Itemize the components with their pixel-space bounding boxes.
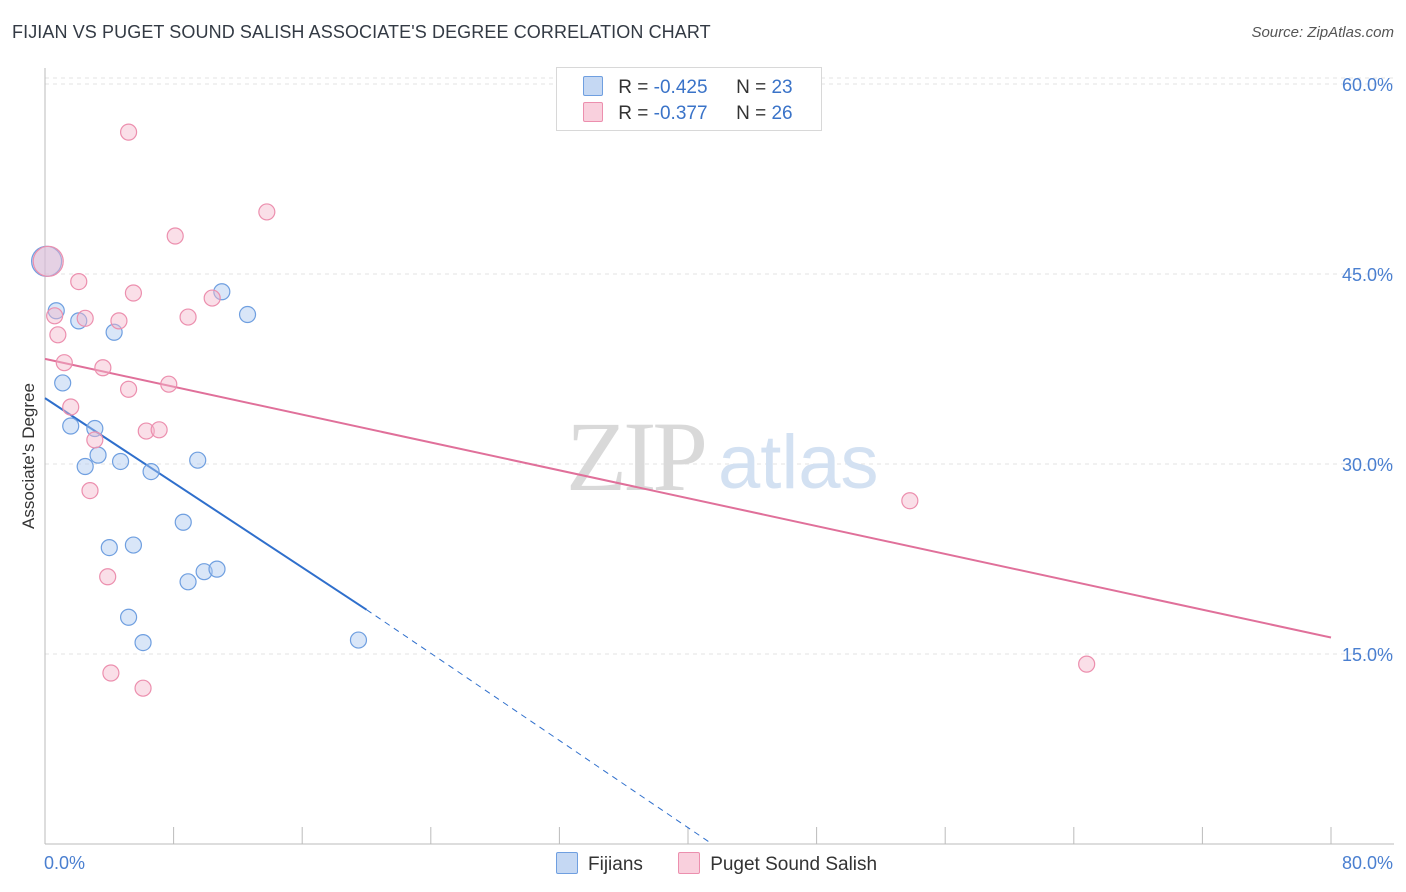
- salish-point: [99, 568, 117, 586]
- watermark: ZIP atlas: [566, 401, 879, 512]
- chart-title: FIJIAN VS PUGET SOUND SALISH ASSOCIATE'S…: [12, 22, 711, 42]
- watermark-zip: ZIP: [566, 401, 704, 512]
- legend-row-fijians: R = -0.425 N = 23: [583, 76, 793, 99]
- fijians-point: [189, 451, 207, 469]
- salish-point: [102, 664, 120, 682]
- y-axis-label: Associate's Degree: [19, 383, 38, 529]
- salish-r-label: R =: [618, 103, 654, 124]
- salish-n-label: N =: [736, 103, 772, 124]
- fijians-n-label: N =: [736, 77, 772, 98]
- legend-fijians-swatch: [556, 852, 578, 874]
- salish-point: [134, 679, 152, 697]
- axes: [44, 68, 1394, 845]
- salish-point: [160, 375, 178, 393]
- salish-point: [76, 309, 94, 327]
- salish-n-value: 26: [771, 103, 793, 124]
- salish-point: [258, 203, 276, 221]
- salish-swatch: [583, 102, 603, 122]
- fijians-point: [174, 513, 192, 531]
- salish-point: [46, 307, 64, 325]
- fijians-r-value: -0.425: [653, 77, 708, 98]
- salish-point: [32, 245, 64, 277]
- salish-point: [49, 326, 67, 344]
- fijians-point: [111, 452, 130, 471]
- salish-point: [70, 273, 88, 291]
- fijians-point: [54, 374, 72, 392]
- legend-salish-swatch: [678, 852, 701, 874]
- fijians-point: [100, 538, 118, 557]
- salish-trend-line: [44, 357, 1332, 639]
- fijians-point: [238, 305, 257, 324]
- fijians-point: [195, 563, 213, 581]
- salish-point: [1078, 655, 1096, 673]
- salish-point: [94, 359, 112, 377]
- salish-point: [86, 431, 104, 449]
- fijians-point: [349, 631, 368, 649]
- fijians-point: [124, 536, 143, 554]
- y-tick-label: 30.0%: [1342, 455, 1393, 475]
- fijians-r-label: R =: [618, 77, 654, 98]
- data-points: [31, 123, 1096, 697]
- fijians-point: [208, 560, 226, 578]
- legend-row-salish: R = -0.377 N = 26: [583, 102, 793, 125]
- fijians-point: [76, 457, 94, 476]
- fijians-point: [119, 608, 138, 626]
- salish-point: [203, 289, 221, 307]
- x-tick-label: 0.0%: [44, 853, 85, 873]
- fijians-point: [142, 463, 160, 481]
- fijians-n-value: 23: [771, 77, 793, 98]
- y-tick-label: 15.0%: [1342, 645, 1393, 665]
- salish-point: [119, 123, 138, 141]
- salish-point: [179, 308, 197, 326]
- legend-item-fijians: Fijians: [556, 852, 643, 876]
- fijians-point: [213, 283, 231, 301]
- series-legend: Fijians Puget Sound Salish: [556, 852, 907, 876]
- fijians-swatch: [583, 76, 603, 96]
- gridlines: [45, 77, 1394, 655]
- salish-point: [55, 354, 73, 372]
- salish-r-value: -0.377: [653, 103, 708, 124]
- salish-point: [110, 312, 128, 330]
- salish-point: [81, 482, 99, 500]
- y-tick-label: 60.0%: [1342, 75, 1393, 95]
- watermark-atlas: atlas: [718, 420, 879, 505]
- fijians-trend-extension: [366, 609, 713, 845]
- salish-point: [901, 492, 919, 510]
- legend-salish-label: Puget Sound Salish: [710, 854, 878, 875]
- fijians-point: [62, 417, 80, 435]
- salish-point: [166, 227, 184, 245]
- tick-labels: 15.0% 30.0% 45.0% 60.0% 0.0% 80.0%: [44, 75, 1393, 873]
- fijians-point: [89, 446, 107, 464]
- salish-point: [124, 284, 143, 302]
- y-tick-label: 45.0%: [1342, 265, 1393, 285]
- source-label: Source: ZipAtlas.com: [1251, 24, 1394, 41]
- fijians-point: [134, 633, 152, 652]
- fijians-point: [179, 573, 197, 591]
- legend-fijians-label: Fijians: [588, 854, 643, 875]
- x-tick-label: 80.0%: [1342, 853, 1393, 873]
- salish-point: [150, 421, 168, 439]
- stats-legend: R = -0.425 N = 23 R = -0.377 N = 26: [556, 67, 822, 131]
- salish-point: [62, 398, 80, 416]
- salish-point: [119, 380, 138, 398]
- salish-point: [137, 422, 155, 440]
- legend-item-salish: Puget Sound Salish: [678, 852, 877, 876]
